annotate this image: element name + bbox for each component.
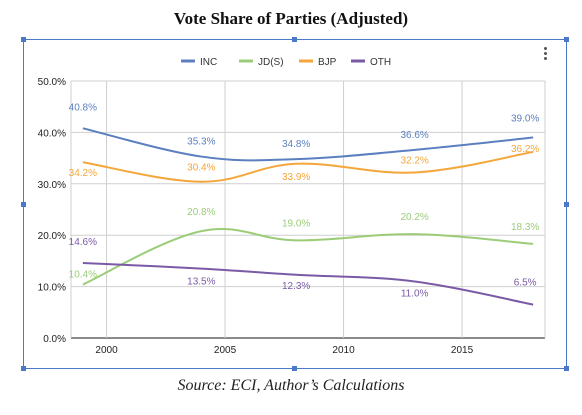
data-label: 34.2% [69,168,97,179]
data-label: 34.8% [282,139,310,150]
data-label: 12.3% [282,281,310,292]
data-label: 19.0% [282,218,310,229]
resize-handle-bottom-left[interactable] [21,366,26,371]
legend-label: OTH [370,57,391,68]
y-tick-label: 50.0% [38,77,66,88]
data-label: 40.8% [69,102,97,113]
y-tick-label: 40.0% [38,128,66,139]
data-label: 35.3% [187,137,215,148]
data-label: 20.8% [187,207,215,218]
resize-handle-bottom-center[interactable] [292,366,297,371]
data-label: 11.0% [401,288,429,299]
data-label: 36.2% [511,144,539,155]
x-tick-label: 2015 [451,345,474,356]
data-label: 20.2% [400,212,428,223]
resize-handle-top-left[interactable] [21,37,26,42]
data-label: 33.9% [282,172,310,183]
series-line-inc [82,127,534,162]
y-tick-label: 30.0% [38,180,66,191]
data-label: 14.6% [69,237,97,248]
source-caption: Source: ECI, Author’s Calculations [177,377,405,394]
resize-handle-top-right[interactable] [564,37,569,42]
data-label: 30.4% [187,163,215,174]
y-tick-label: 20.0% [38,231,66,242]
data-label: 13.5% [187,277,215,288]
data-label: 18.3% [511,222,539,233]
series-line-bjp [82,150,534,183]
x-tick-label: 2005 [214,345,237,356]
data-label: 10.4% [69,270,97,281]
legend-label: JD(S) [258,57,284,68]
y-tick-label: 10.0% [38,283,66,294]
data-label: 36.6% [400,130,428,141]
x-tick-label: 2000 [95,345,118,356]
data-label: 39.0% [511,114,539,125]
more-vertical-icon[interactable] [544,45,550,62]
y-tick-label: 0.0% [43,334,66,345]
series-line-jds [82,227,534,286]
data-label: 32.2% [400,155,428,166]
resize-handle-bottom-right[interactable] [564,366,569,371]
resize-handle-middle-left[interactable] [21,202,26,207]
legend-label: INC [200,57,217,68]
chart-title: Vote Share of Parties (Adjusted) [173,9,409,28]
legend-label: BJP [318,57,337,68]
resize-handle-middle-right[interactable] [564,202,569,207]
x-tick-label: 2010 [332,345,355,356]
data-label: 6.5% [514,278,537,289]
resize-handle-top-center[interactable] [292,37,297,42]
series-line-oth [82,261,534,306]
